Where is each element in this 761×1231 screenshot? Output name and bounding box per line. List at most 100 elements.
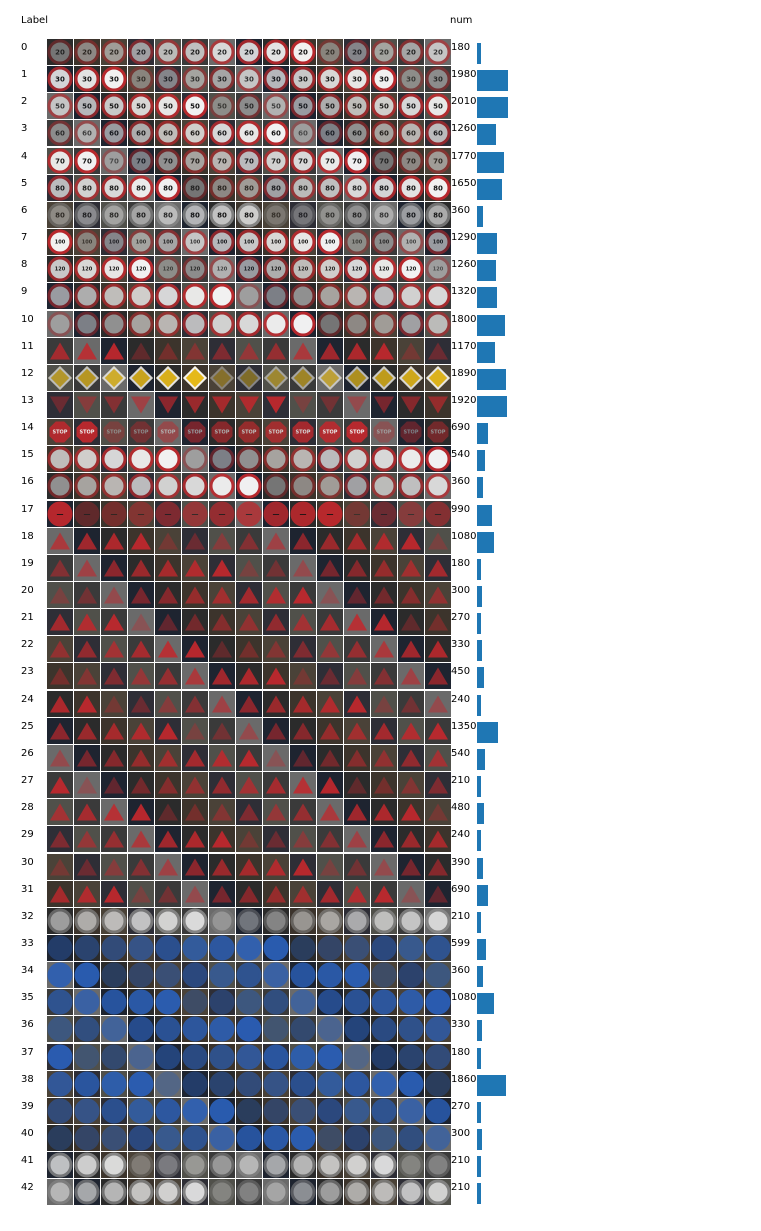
sign-shape: 70	[236, 148, 262, 174]
sign-shape: 100	[371, 229, 397, 255]
sign-shape	[344, 1125, 370, 1151]
sample-image: 70	[101, 148, 127, 174]
sign-text: 100	[243, 239, 255, 245]
sign-shape	[425, 311, 451, 337]
sign-shape	[239, 803, 259, 821]
sample-image	[155, 283, 181, 309]
sample-image	[128, 392, 154, 418]
sample-image: 70	[128, 148, 154, 174]
sample-image: STOP	[317, 419, 343, 445]
sign-shape	[77, 749, 97, 767]
sign-shape: 80	[128, 175, 154, 201]
sign-text: 80	[217, 211, 227, 219]
sign-shape	[209, 283, 235, 309]
sign-text: STOP	[160, 429, 176, 435]
sample-image	[398, 446, 424, 472]
sample-image	[155, 609, 181, 635]
sign-shape	[212, 586, 232, 604]
sign-shape	[185, 803, 205, 821]
sign-shape	[347, 722, 367, 740]
sign-shape: 100	[101, 229, 127, 255]
sample-image	[371, 1125, 397, 1151]
sign-text: 120	[162, 266, 174, 272]
sign-shape	[317, 365, 343, 391]
sign-shape	[317, 1152, 343, 1178]
sample-image	[425, 745, 451, 771]
sample-image	[290, 935, 316, 961]
sample-image: —	[425, 501, 451, 527]
sign-shape	[428, 532, 448, 550]
sample-image	[236, 935, 262, 961]
sample-image-strip: STOP STOP STOP STOP STOP STOP STOP STOP STOP STOP…	[47, 419, 451, 445]
sample-image	[317, 1125, 343, 1151]
sign-shape	[77, 695, 97, 713]
sample-image	[128, 446, 154, 472]
sign-shape	[263, 1016, 289, 1042]
sign-shape	[101, 1016, 127, 1042]
sign-text: 20	[82, 48, 92, 56]
sign-shape	[74, 908, 100, 934]
sign-shape	[131, 532, 151, 550]
sample-image	[155, 473, 181, 499]
sample-image	[263, 392, 289, 418]
sample-image	[101, 311, 127, 337]
num-column-header: num	[450, 15, 473, 26]
sign-shape	[266, 640, 286, 658]
sample-image: 30	[398, 66, 424, 92]
sign-text: 100	[378, 239, 390, 245]
sample-image	[128, 772, 154, 798]
class-label: 39	[21, 1101, 34, 1112]
sign-shape	[185, 342, 205, 360]
sign-text: 80	[190, 211, 200, 219]
sign-shape	[371, 473, 397, 499]
sample-image: 120	[128, 256, 154, 282]
sign-shape	[47, 283, 73, 309]
sample-image	[425, 365, 451, 391]
sign-text: STOP	[268, 429, 284, 435]
sample-image: 20	[182, 39, 208, 65]
class-count: 1290	[451, 232, 477, 243]
sign-shape	[290, 446, 316, 472]
class-count: 300	[451, 585, 471, 596]
sample-image: 80	[425, 175, 451, 201]
sample-image: 80	[47, 175, 73, 201]
sign-text: 20	[271, 48, 281, 56]
sign-shape	[128, 908, 154, 934]
count-bar	[477, 776, 481, 797]
sample-image: 70	[263, 148, 289, 174]
sign-shape: 120	[74, 256, 100, 282]
sample-image	[371, 799, 397, 825]
sample-image	[290, 962, 316, 988]
sample-image-strip	[47, 718, 451, 744]
sign-shape	[101, 1125, 127, 1151]
sample-image	[182, 663, 208, 689]
sign-shape: STOP	[346, 421, 368, 443]
sample-image	[47, 338, 73, 364]
sample-image	[101, 1071, 127, 1097]
class-row: 38 1860	[0, 1071, 761, 1097]
sample-image-strip: 80 80 80 80 80 80 80 80 80 80 80 80 80 80 80	[47, 175, 451, 201]
sign-text: 70	[271, 157, 281, 165]
sign-text: 100	[54, 239, 66, 245]
sign-shape	[212, 640, 232, 658]
sign-shape	[212, 722, 232, 740]
sample-image	[290, 691, 316, 717]
sample-image	[344, 365, 370, 391]
sign-shape	[155, 1152, 181, 1178]
sample-image	[182, 1152, 208, 1178]
sign-shape	[131, 342, 151, 360]
sign-shape	[428, 559, 448, 577]
sample-image	[155, 962, 181, 988]
sign-shape	[293, 695, 313, 713]
sign-shape	[185, 613, 205, 631]
count-bar	[477, 206, 483, 227]
sample-image	[236, 1179, 262, 1205]
sign-shape	[104, 532, 124, 550]
sample-image: STOP	[209, 419, 235, 445]
sample-image	[74, 935, 100, 961]
sign-text: 80	[352, 184, 362, 192]
class-row: 36 330	[0, 1016, 761, 1042]
sign-shape	[185, 559, 205, 577]
sign-text: 20	[190, 48, 200, 56]
sign-shape: 120	[290, 256, 316, 282]
